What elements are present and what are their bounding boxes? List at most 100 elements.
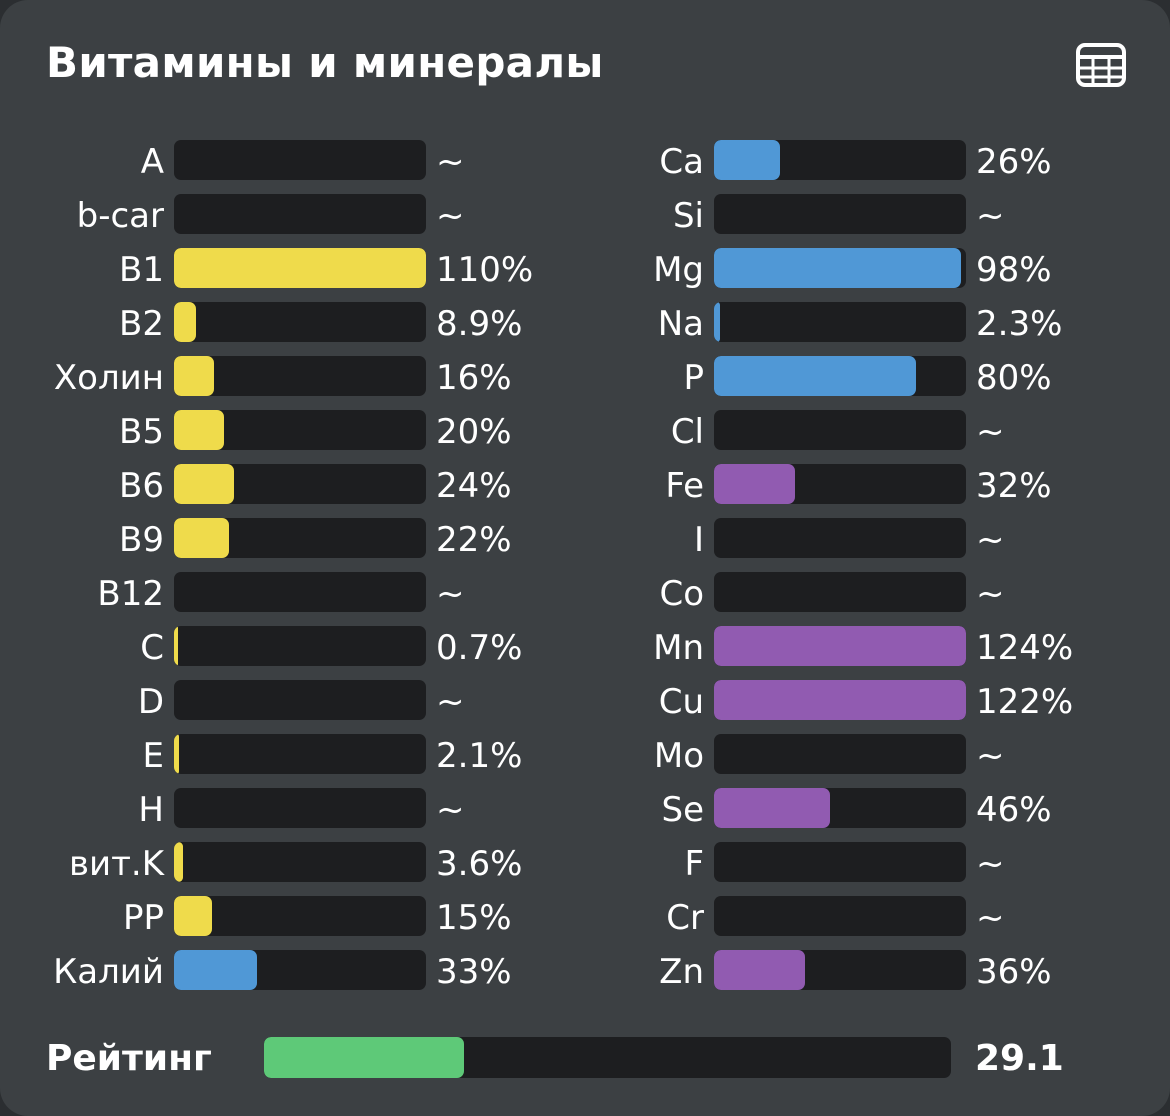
mineral-row: Fe 32% — [620, 463, 1170, 517]
mineral-bar — [714, 734, 966, 774]
vitamin-bar — [174, 896, 426, 936]
vitamin-bar — [174, 734, 426, 774]
vitamin-row: B6 24% — [0, 463, 620, 517]
minerals-list: Ca 26% Si ~ Mg 98% Na 2.3% P 80% Cl ~ Fe 32% I ~ Co ~ Mn 12… — [620, 139, 1170, 1003]
mineral-row: P 80% — [620, 355, 1170, 409]
vitamin-label: E — [142, 736, 164, 776]
vitamin-bar — [174, 356, 426, 396]
mineral-bar — [714, 626, 966, 666]
vitamin-value: 15% — [436, 898, 512, 938]
mineral-label: Cu — [658, 682, 704, 722]
vitamin-label: B1 — [119, 250, 164, 290]
mineral-value: ~ — [976, 844, 1005, 884]
mineral-row: Cl ~ — [620, 409, 1170, 463]
mineral-bar-fill — [714, 302, 720, 342]
vitamin-value: 0.7% — [436, 628, 523, 668]
vitamin-bar — [174, 248, 426, 288]
rating-bar-fill — [264, 1037, 464, 1078]
mineral-label: Se — [661, 790, 705, 830]
vitamin-label: PP — [122, 898, 164, 938]
mineral-label: Cr — [666, 898, 704, 938]
mineral-row: Si ~ — [620, 193, 1170, 247]
vitamin-value: 3.6% — [436, 844, 523, 884]
mineral-row: Cu 122% — [620, 679, 1170, 733]
vitamin-value: ~ — [436, 574, 465, 614]
vitamin-value: 8.9% — [436, 304, 523, 344]
vitamin-row: B9 22% — [0, 517, 620, 571]
mineral-bar-fill — [714, 140, 780, 180]
mineral-row: Se 46% — [620, 787, 1170, 841]
vitamin-bar-fill — [174, 464, 235, 504]
mineral-bar — [714, 140, 966, 180]
mineral-label: Co — [659, 574, 704, 614]
vitamin-bar-fill — [174, 950, 258, 990]
mineral-row: Mg 98% — [620, 247, 1170, 301]
mineral-row: Na 2.3% — [620, 301, 1170, 355]
mineral-bar — [714, 194, 966, 234]
vitamin-bar — [174, 626, 426, 666]
vitamins-list: A ~ b-car ~ B1 110% B2 8.9% Холин 16% B5 20% B6 24% B9… — [0, 139, 620, 1003]
vitamin-label: A — [140, 142, 164, 182]
mineral-bar-fill — [714, 680, 966, 720]
mineral-label: I — [693, 520, 704, 560]
mineral-row: Mo ~ — [620, 733, 1170, 787]
vitamin-row: D ~ — [0, 679, 620, 733]
vitamin-bar-fill — [174, 248, 426, 288]
mineral-bar-fill — [714, 788, 830, 828]
vitamin-label: Холин — [53, 358, 164, 398]
mineral-value: ~ — [976, 736, 1005, 776]
vitamin-bar-fill — [174, 842, 184, 882]
mineral-value: ~ — [976, 898, 1005, 938]
mineral-row: Cr ~ — [620, 895, 1170, 949]
vitamin-bar — [174, 950, 426, 990]
vitamin-row: A ~ — [0, 139, 620, 193]
vitamin-value: 2.1% — [436, 736, 523, 776]
mineral-value: 46% — [976, 790, 1052, 830]
mineral-label: Fe — [665, 466, 704, 506]
vitamin-row: E 2.1% — [0, 733, 620, 787]
vitamin-label: H — [138, 790, 164, 830]
vitamin-value: 20% — [436, 412, 512, 452]
rating-label: Рейтинг — [46, 1038, 212, 1079]
mineral-bar — [714, 518, 966, 558]
mineral-value: 122% — [976, 682, 1074, 722]
vitamin-value: 33% — [436, 952, 512, 992]
vitamin-label: B2 — [119, 304, 164, 344]
vitamin-row: B1 110% — [0, 247, 620, 301]
mineral-value: 2.3% — [976, 304, 1063, 344]
vitamin-label: B6 — [119, 466, 164, 506]
vitamin-row: Холин 16% — [0, 355, 620, 409]
mineral-row: Mn 124% — [620, 625, 1170, 679]
vitamin-value: ~ — [436, 682, 465, 722]
mineral-value: 80% — [976, 358, 1052, 398]
vitamin-label: b-car — [76, 196, 164, 236]
mineral-label: Zn — [659, 952, 704, 992]
vitamin-label: C — [140, 628, 164, 668]
mineral-row: F ~ — [620, 841, 1170, 895]
vitamin-bar-fill — [174, 356, 215, 396]
vitamin-label: B5 — [119, 412, 164, 452]
table-grid-icon[interactable] — [1075, 42, 1127, 88]
vitamin-label: Калий — [53, 952, 164, 992]
vitamin-bar — [174, 410, 426, 450]
mineral-value: 124% — [976, 628, 1074, 668]
vitamin-label: вит.K — [68, 844, 164, 884]
mineral-bar — [714, 680, 966, 720]
mineral-label: Na — [657, 304, 704, 344]
vitamin-value: ~ — [436, 142, 465, 182]
mineral-bar — [714, 410, 966, 450]
mineral-value: ~ — [976, 196, 1005, 236]
vitamin-row: H ~ — [0, 787, 620, 841]
vitamin-row: B5 20% — [0, 409, 620, 463]
vitamin-bar-fill — [174, 896, 212, 936]
vitamin-bar — [174, 842, 426, 882]
mineral-bar-fill — [714, 950, 805, 990]
vitamin-bar-fill — [174, 734, 180, 774]
vitamin-row: вит.K 3.6% — [0, 841, 620, 895]
mineral-bar — [714, 302, 966, 342]
vitamin-label: D — [137, 682, 164, 722]
vitamin-row: PP 15% — [0, 895, 620, 949]
mineral-bar — [714, 788, 966, 828]
mineral-value: 98% — [976, 250, 1052, 290]
